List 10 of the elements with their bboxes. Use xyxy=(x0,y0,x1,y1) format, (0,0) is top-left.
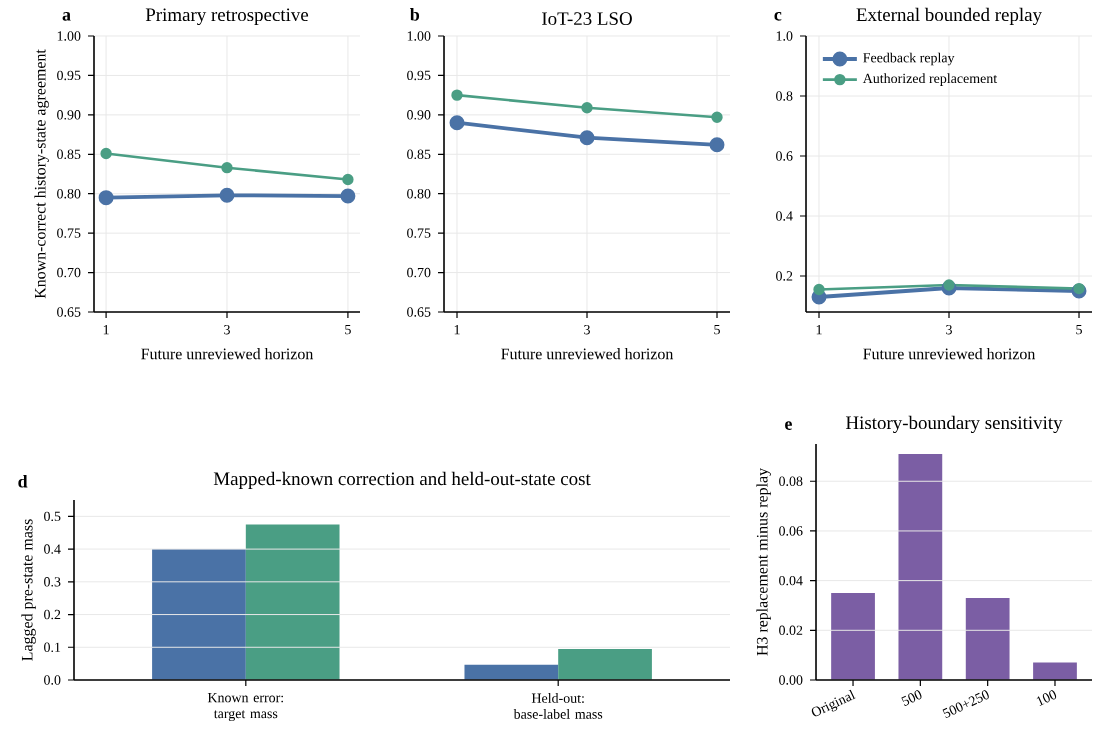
text: c xyxy=(774,12,782,21)
chart-title: Mapped-known correction and held-out-state cost xyxy=(213,471,591,490)
text: b xyxy=(410,8,420,21)
text: e xyxy=(785,421,792,430)
text: d xyxy=(18,474,28,488)
chart-title: External bounded replay xyxy=(856,7,1042,26)
chart-title: Primary retrospective xyxy=(145,8,309,26)
chart-title: History-boundary sensitivity xyxy=(845,415,1063,434)
text: a xyxy=(62,12,71,21)
chart-title: IoT-23 LSO xyxy=(542,12,632,26)
